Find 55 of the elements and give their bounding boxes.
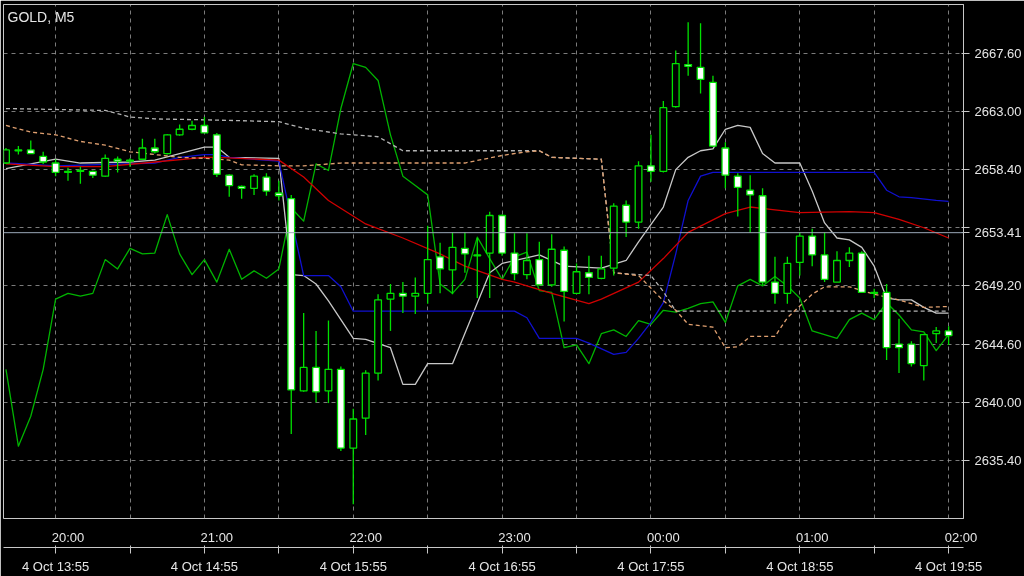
x-tick-label: 4 Oct 18:55 [766, 558, 834, 574]
candlestick [907, 340, 916, 368]
y-tick-label: 2663.00 [974, 103, 1022, 119]
x2-tick-label: 23:00 [498, 529, 531, 545]
candlestick [622, 199, 631, 238]
x-tick-label: 4 Oct 13:55 [21, 558, 90, 574]
x2-tick-label: 01:00 [795, 529, 829, 545]
candlestick [944, 325, 953, 346]
candlestick [473, 237, 482, 299]
y-tick-label: 2667.60 [974, 45, 1022, 61]
candlestick [510, 232, 519, 281]
candlestick [584, 255, 593, 295]
candlestick [808, 227, 817, 267]
candlestick [684, 21, 693, 77]
candlestick [522, 232, 531, 280]
chart-title: GOLD, M5 [7, 8, 75, 25]
x-tick-label: 4 Oct 15:55 [319, 558, 387, 574]
x2-tick-label: 00:00 [647, 529, 680, 545]
candlestick [832, 250, 841, 283]
y-tick-label: 2658.40 [974, 162, 1022, 178]
candlestick [398, 281, 407, 314]
candlestick [746, 174, 755, 234]
candlestick [770, 256, 779, 305]
candlestick [845, 246, 854, 268]
x2-tick-label: 22:00 [349, 529, 382, 545]
candlestick [274, 180, 283, 202]
y-tick-label: 2644.60 [974, 336, 1022, 352]
candlestick [225, 173, 234, 198]
candlestick [250, 173, 259, 196]
x2-tick-label: 21:00 [200, 529, 234, 545]
candlestick [733, 172, 742, 218]
candlestick [696, 22, 705, 95]
candlestick [299, 312, 308, 393]
candlestick [386, 283, 395, 332]
candlestick [895, 317, 903, 374]
x2-tick-label: 20:00 [51, 529, 85, 545]
x-tick-label: 4 Oct 17:55 [617, 558, 685, 574]
candlestick [436, 242, 445, 295]
candlestick [646, 134, 655, 183]
y-tick-label: 2640.00 [974, 394, 1022, 410]
candlestick [324, 319, 333, 404]
candlestick [448, 231, 457, 295]
candlestick [411, 276, 420, 315]
y-tick-label: 2649.20 [974, 278, 1022, 294]
x-tick-label: 4 Oct 19:55 [915, 558, 983, 574]
candlestick [572, 262, 581, 295]
candlestick [126, 157, 135, 168]
candlestick [460, 231, 469, 274]
x-tick-label: 4 Oct 14:55 [170, 558, 239, 574]
y-tick-label: 2635.40 [974, 452, 1022, 468]
ref-line-label: 2653.41 [974, 225, 1022, 241]
candlestick [262, 172, 271, 197]
x-tick-label: 4 Oct 16:55 [468, 558, 536, 574]
candlestick [64, 167, 72, 182]
x2-tick-label: 02:00 [944, 529, 978, 545]
